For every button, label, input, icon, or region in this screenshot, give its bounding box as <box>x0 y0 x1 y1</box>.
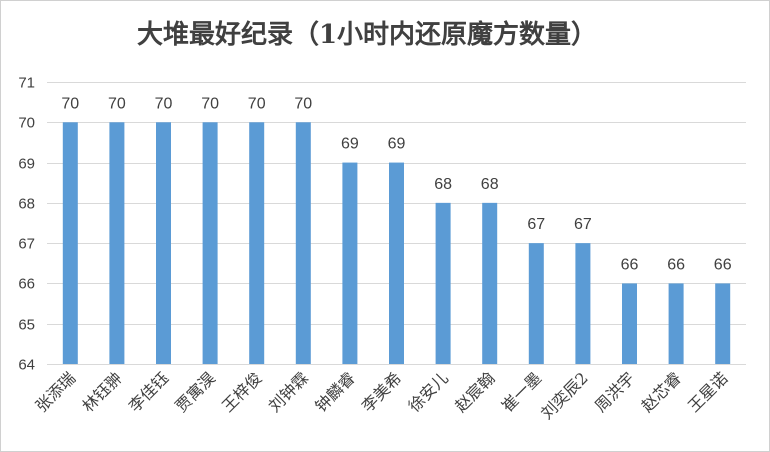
data-label: 70 <box>294 95 312 112</box>
y-axis-ticks: 64 65 66 67 68 69 70 71 <box>18 75 35 374</box>
bars <box>62 122 731 365</box>
y-tick-label: 71 <box>18 75 35 92</box>
x-tick-label: 张添瑞 <box>32 368 79 415</box>
data-label: 70 <box>201 95 219 112</box>
bar <box>295 122 311 365</box>
bar <box>575 243 591 364</box>
y-tick-label: 66 <box>18 276 35 293</box>
x-tick-label: 王星诺 <box>684 368 731 415</box>
bar <box>156 122 171 365</box>
x-tick-label: 徐安儿 <box>405 368 452 415</box>
bar <box>389 162 404 364</box>
data-label: 70 <box>108 95 126 112</box>
y-tick-label: 64 <box>18 357 35 374</box>
data-label: 68 <box>481 176 499 193</box>
x-tick-label: 钟麟睿 <box>311 368 358 415</box>
data-label: 69 <box>341 136 359 153</box>
y-tick-label: 67 <box>18 236 35 253</box>
x-tick-label: 赵芯睿 <box>638 368 685 415</box>
bar <box>482 202 498 364</box>
data-label: 66 <box>714 256 732 273</box>
data-label: 66 <box>667 256 685 273</box>
y-tick-label: 65 <box>18 317 35 334</box>
x-tick-label: 贾寓淏 <box>172 368 219 415</box>
bar <box>715 283 731 364</box>
data-label: 66 <box>621 256 639 273</box>
bar <box>202 122 218 365</box>
y-tick-label: 68 <box>18 196 35 213</box>
x-tick-label: 周洪宇 <box>591 368 638 415</box>
x-tick-label: 刘钟霖 <box>265 368 312 415</box>
bar <box>249 122 265 365</box>
bar <box>109 122 125 365</box>
bar <box>668 283 684 364</box>
data-label: 70 <box>155 95 173 112</box>
x-tick-label: 李美希 <box>358 368 405 415</box>
x-tick-label: 刘奕辰2 <box>537 368 592 423</box>
data-label: 70 <box>248 95 266 112</box>
data-label: 67 <box>574 216 592 233</box>
y-tick-label: 69 <box>18 156 35 173</box>
data-label: 70 <box>61 95 79 112</box>
data-label: 68 <box>434 176 452 193</box>
data-labels: 70 70 70 70 70 70 69 69 68 68 67 67 66 66 66 <box>61 95 731 273</box>
x-tick-label: 赵宸翰 <box>451 368 498 415</box>
bar <box>342 162 358 364</box>
chart-title: 大堆最好纪录（1小时内还原魔方数量） <box>137 19 597 50</box>
data-label: 69 <box>388 136 406 153</box>
x-tick-label: 王梓俊 <box>218 368 265 415</box>
x-tick-label: 李佳钰 <box>125 368 172 415</box>
bar <box>622 283 637 364</box>
data-label: 67 <box>527 216 545 233</box>
bar <box>62 122 78 365</box>
x-tick-label: 林钰翀 <box>78 368 125 415</box>
bar <box>435 202 451 364</box>
bar <box>528 243 544 364</box>
y-tick-label: 70 <box>18 115 35 132</box>
